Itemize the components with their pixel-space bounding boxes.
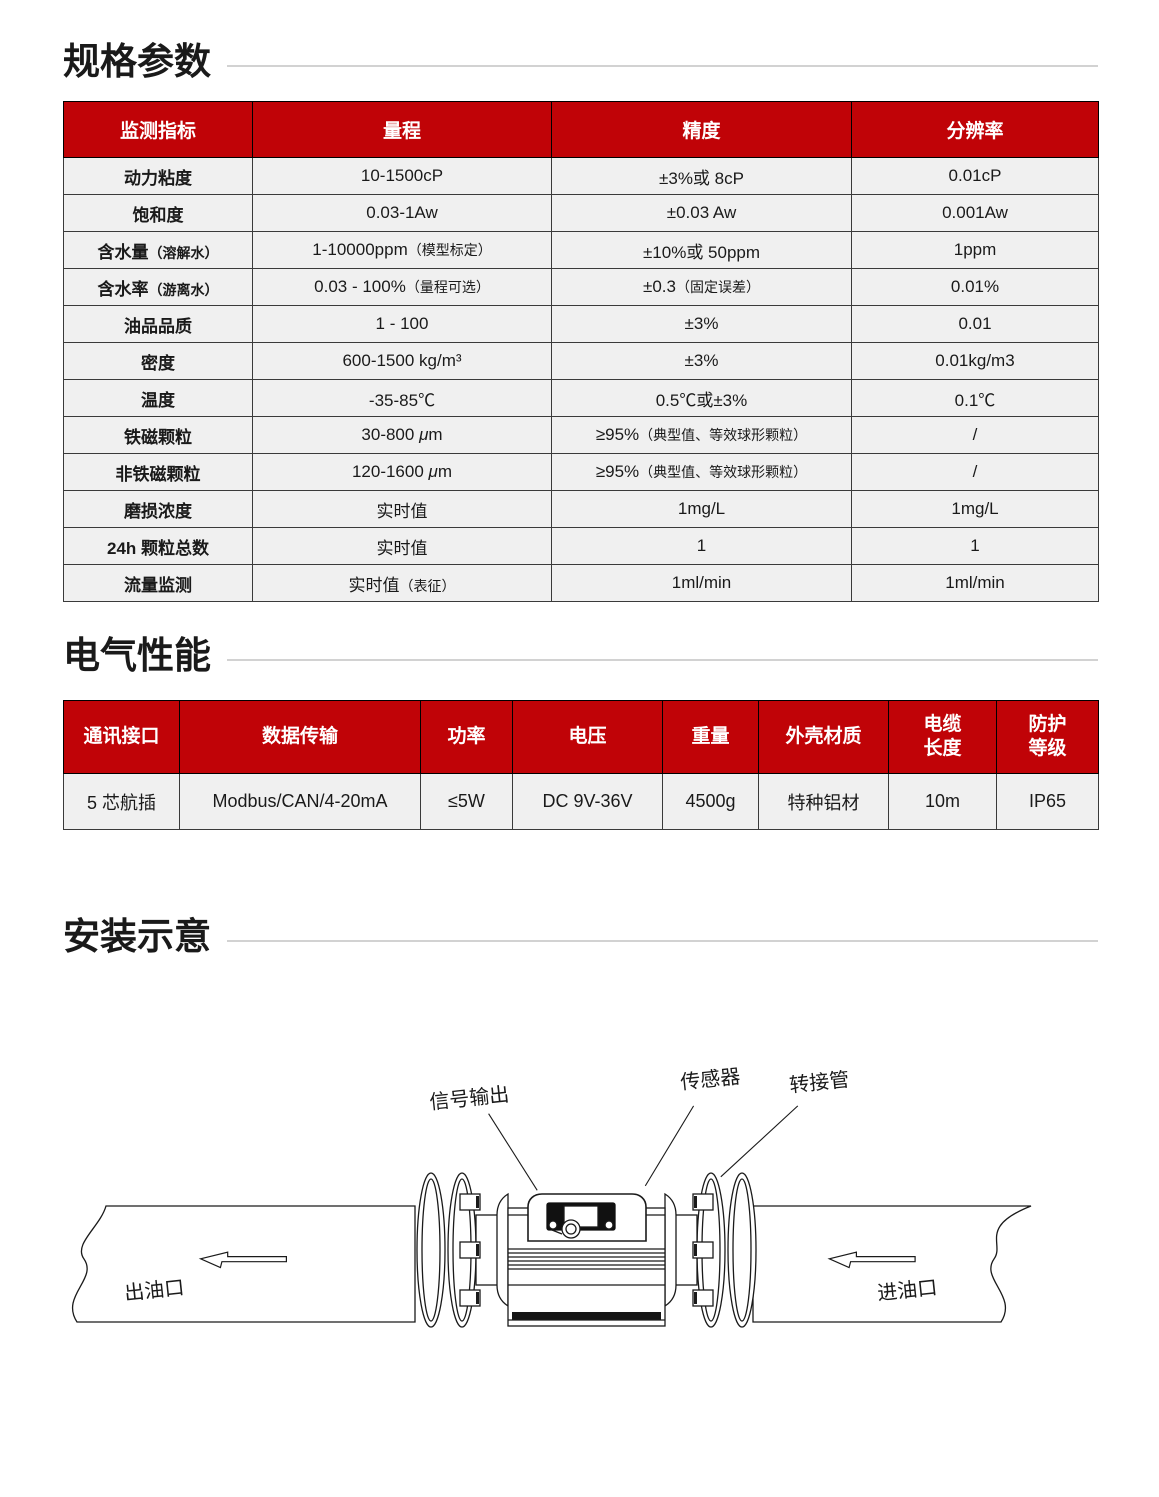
svg-text:传感器: 传感器 [679, 1065, 741, 1094]
svg-text:转接管: 转接管 [788, 1068, 850, 1097]
svg-text:信号输出: 信号输出 [428, 1083, 510, 1114]
